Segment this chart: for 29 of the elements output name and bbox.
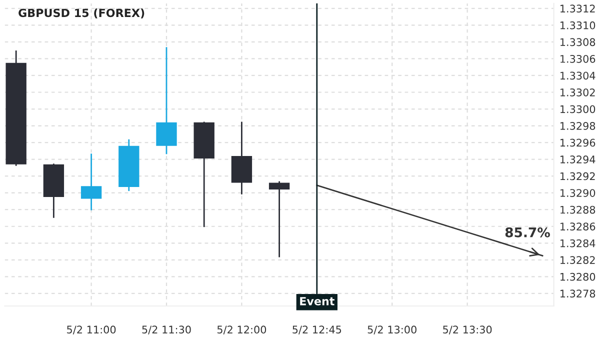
y-tick-label: 1.3304 bbox=[560, 72, 596, 80]
annotation: 85.7% bbox=[505, 227, 550, 238]
ref-line-label: Event bbox=[300, 297, 334, 306]
x-tick-label: 5/2 11:30 bbox=[142, 326, 191, 334]
y-tick-label: 1.3310 bbox=[560, 21, 596, 30]
chart-title: GBPUSD 15 (FOREX) bbox=[18, 8, 144, 18]
y-tick-label: 1.3300 bbox=[560, 105, 596, 114]
x-tick-label: 5/2 12:00 bbox=[217, 326, 266, 334]
x-tick-label: 5/2 13:00 bbox=[368, 326, 416, 334]
x-tick-label: 5/2 12:45 bbox=[292, 326, 342, 334]
y-tick-label: 1.3280 bbox=[560, 272, 596, 281]
y-tick-label: 1.3296 bbox=[560, 138, 596, 147]
x-tick-label: 5/2 11:00 bbox=[67, 326, 116, 334]
candlestick bbox=[268, 181, 290, 258]
y-tick-label: 1.3292 bbox=[560, 172, 595, 180]
y-tick-label: 1.3288 bbox=[560, 206, 596, 214]
y-tick-label: 1.3282 bbox=[560, 256, 595, 264]
y-tick-label: 1.3290 bbox=[560, 189, 596, 197]
x-tick-label: 5/2 13:30 bbox=[443, 326, 492, 334]
y-tick-label: 1.3306 bbox=[560, 54, 596, 63]
candlestick bbox=[80, 154, 102, 210]
y-tick-label: 1.3286 bbox=[560, 222, 596, 230]
y-tick-label: 1.3294 bbox=[560, 156, 596, 164]
y-tick-label: 1.3312 bbox=[560, 4, 595, 13]
y-tick-label: 1.3302 bbox=[560, 88, 595, 96]
y-tick-label: 1.3278 bbox=[560, 290, 596, 298]
y-tick-label: 1.3308 bbox=[560, 38, 596, 46]
y-tick-label: 1.3298 bbox=[560, 122, 596, 130]
y-tick-label: 1.3284 bbox=[560, 239, 596, 248]
